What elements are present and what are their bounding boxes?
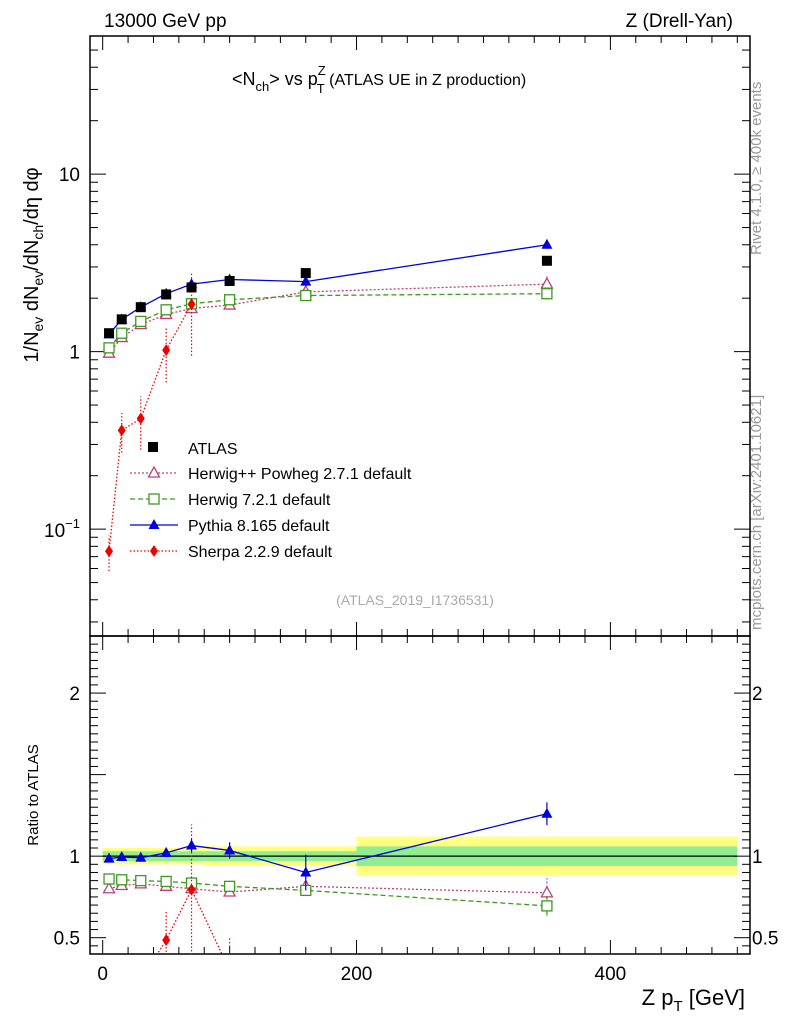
- ratio-ytick-label: 1: [69, 847, 80, 868]
- ratio-point-sherpa: [187, 883, 196, 896]
- ratio-ytick-label: 0.5: [54, 929, 80, 950]
- rivet-label: Rivet 4.1.0, ≥ 400k events: [748, 82, 765, 255]
- legend-entry-atlas: ATLAS: [148, 441, 238, 458]
- legend-entry-herwigpp: Herwig++ Powheg 2.7.1 default: [130, 465, 412, 483]
- top-point-sherpa: [105, 545, 114, 558]
- top-point-atlas: [116, 314, 127, 325]
- legend-marker-herwigpp: [147, 465, 161, 478]
- legend-entry-herwig7: Herwig 7.2.1 default: [130, 492, 331, 509]
- legend-label-herwig7: Herwig 7.2.1 default: [188, 492, 331, 509]
- top-point-herwig7: [135, 315, 147, 328]
- legend-entry-pythia: Pythia 8.165 default: [130, 518, 330, 535]
- top-point-sherpa: [187, 298, 196, 311]
- plot-title: <Nch> vs pZ T (ATLAS UE in Z production): [232, 63, 526, 96]
- top-point-sherpa: [136, 412, 145, 425]
- legend-label-sherpa: Sherpa 2.2.9 default: [188, 544, 333, 561]
- legend-label-atlas: ATLAS: [188, 441, 238, 458]
- ratio-ytick-label-right: 2: [752, 684, 763, 705]
- ratio-point-herwig7: [103, 873, 115, 885]
- top-ytick-label: 1: [69, 343, 80, 364]
- top-ytick-label: 10−1: [44, 516, 80, 542]
- top-point-herwig7: [116, 327, 128, 339]
- mcplots-label: mcplots.cern.ch [arXiv:2401.10621]: [748, 395, 765, 630]
- reference-band: [102, 836, 738, 876]
- top-point-pythia: [300, 275, 312, 286]
- top-point-herwig7: [103, 342, 115, 354]
- ratio-point-herwig7: [160, 875, 172, 888]
- top-point-herwig7: [300, 289, 312, 302]
- top-point-sherpa: [117, 424, 126, 437]
- ratio-line-sherpa: [156, 888, 223, 954]
- ratio-point-sherpa: [118, 974, 126, 986]
- top-point-herwig7: [223, 294, 236, 306]
- ratio-point-pythia: [541, 807, 553, 818]
- ratio-ytick-label-right: 0.5: [752, 929, 778, 950]
- axis-ticks: [90, 35, 750, 954]
- top-line-herwig7: [108, 293, 547, 349]
- ratio-point-herwigpp: [102, 881, 116, 894]
- top-point-atlas: [300, 268, 311, 279]
- top-ytick-label-base: 10: [44, 521, 65, 542]
- xlabel: Z pT [GeV]: [642, 985, 745, 1015]
- ratio-point-pythia: [160, 846, 172, 857]
- ratio-point-sherpa: [105, 1003, 113, 1015]
- ratio-point-sherpa: [137, 974, 145, 986]
- ratio-point-sherpa: [226, 964, 234, 976]
- header-right: Z (Drell-Yan): [626, 11, 733, 32]
- ratio-point-pythia: [103, 852, 115, 863]
- top-point-atlas: [224, 275, 235, 286]
- top-ylabel: 1/Nev dNev/dNch/dη dφ: [21, 167, 46, 362]
- top-point-sherpa: [162, 344, 171, 357]
- ratio-point-pythia: [135, 851, 147, 862]
- top-ytick-label: 10: [59, 165, 80, 186]
- ratio-point-herwig7: [223, 880, 236, 892]
- ratio-point-herwig7: [541, 900, 553, 912]
- legend-label-herwigpp: Herwig++ Powheg 2.7.1 default: [188, 466, 412, 483]
- ratio-point-herwig7: [135, 874, 147, 887]
- ratio-point-pythia: [186, 839, 198, 850]
- ratio-ytick-label: 2: [69, 684, 80, 705]
- top-point-atlas: [186, 282, 197, 293]
- legend-marker-pythia: [148, 519, 160, 529]
- top-point-herwig7: [160, 304, 172, 316]
- analysis-watermark: (ATLAS_2019_I1736531): [336, 592, 494, 608]
- top-point-atlas: [161, 289, 172, 300]
- legend-marker-sherpa: [150, 545, 158, 557]
- top-series: [102, 238, 554, 572]
- ratio-series: [102, 802, 554, 1015]
- ratio-line-herwig7: [108, 878, 547, 907]
- top-ytick-label-exponent: −1: [65, 516, 80, 531]
- top-point-pythia: [541, 238, 553, 249]
- xtick-label: 0: [97, 964, 108, 985]
- top-point-herwigpp: [540, 276, 554, 289]
- legend-entry-sherpa: Sherpa 2.2.9 default: [130, 544, 333, 561]
- ratio-point-herwigpp: [540, 885, 554, 898]
- ratio-point-pythia: [116, 850, 128, 861]
- ratio-ytick-label-right: 1: [752, 847, 763, 868]
- top-point-atlas: [135, 302, 146, 313]
- top-line-pythia: [108, 244, 548, 335]
- legend: ATLAS Herwig++ Powheg 2.7.1 default Herw…: [130, 441, 412, 561]
- ratio-point-pythia: [300, 866, 312, 877]
- ratio-point-pythia: [224, 844, 236, 855]
- xtick-label: 400: [595, 964, 627, 985]
- header-left: 13000 GeV pp: [104, 11, 227, 32]
- ratio-point-herwig7: [116, 874, 128, 886]
- bottom-ylabel: Ratio to ATLAS: [25, 744, 42, 845]
- legend-marker-atlas: [148, 442, 158, 452]
- legend-label-pythia: Pythia 8.165 default: [188, 518, 330, 535]
- bottom-frame: [89, 635, 751, 955]
- legend-marker-herwig7: [148, 493, 160, 505]
- top-point-atlas: [541, 255, 552, 266]
- top-point-herwig7: [541, 288, 553, 300]
- xtick-label: 200: [341, 964, 373, 985]
- top-point-atlas: [104, 328, 115, 339]
- ratio-point-sherpa: [162, 934, 171, 947]
